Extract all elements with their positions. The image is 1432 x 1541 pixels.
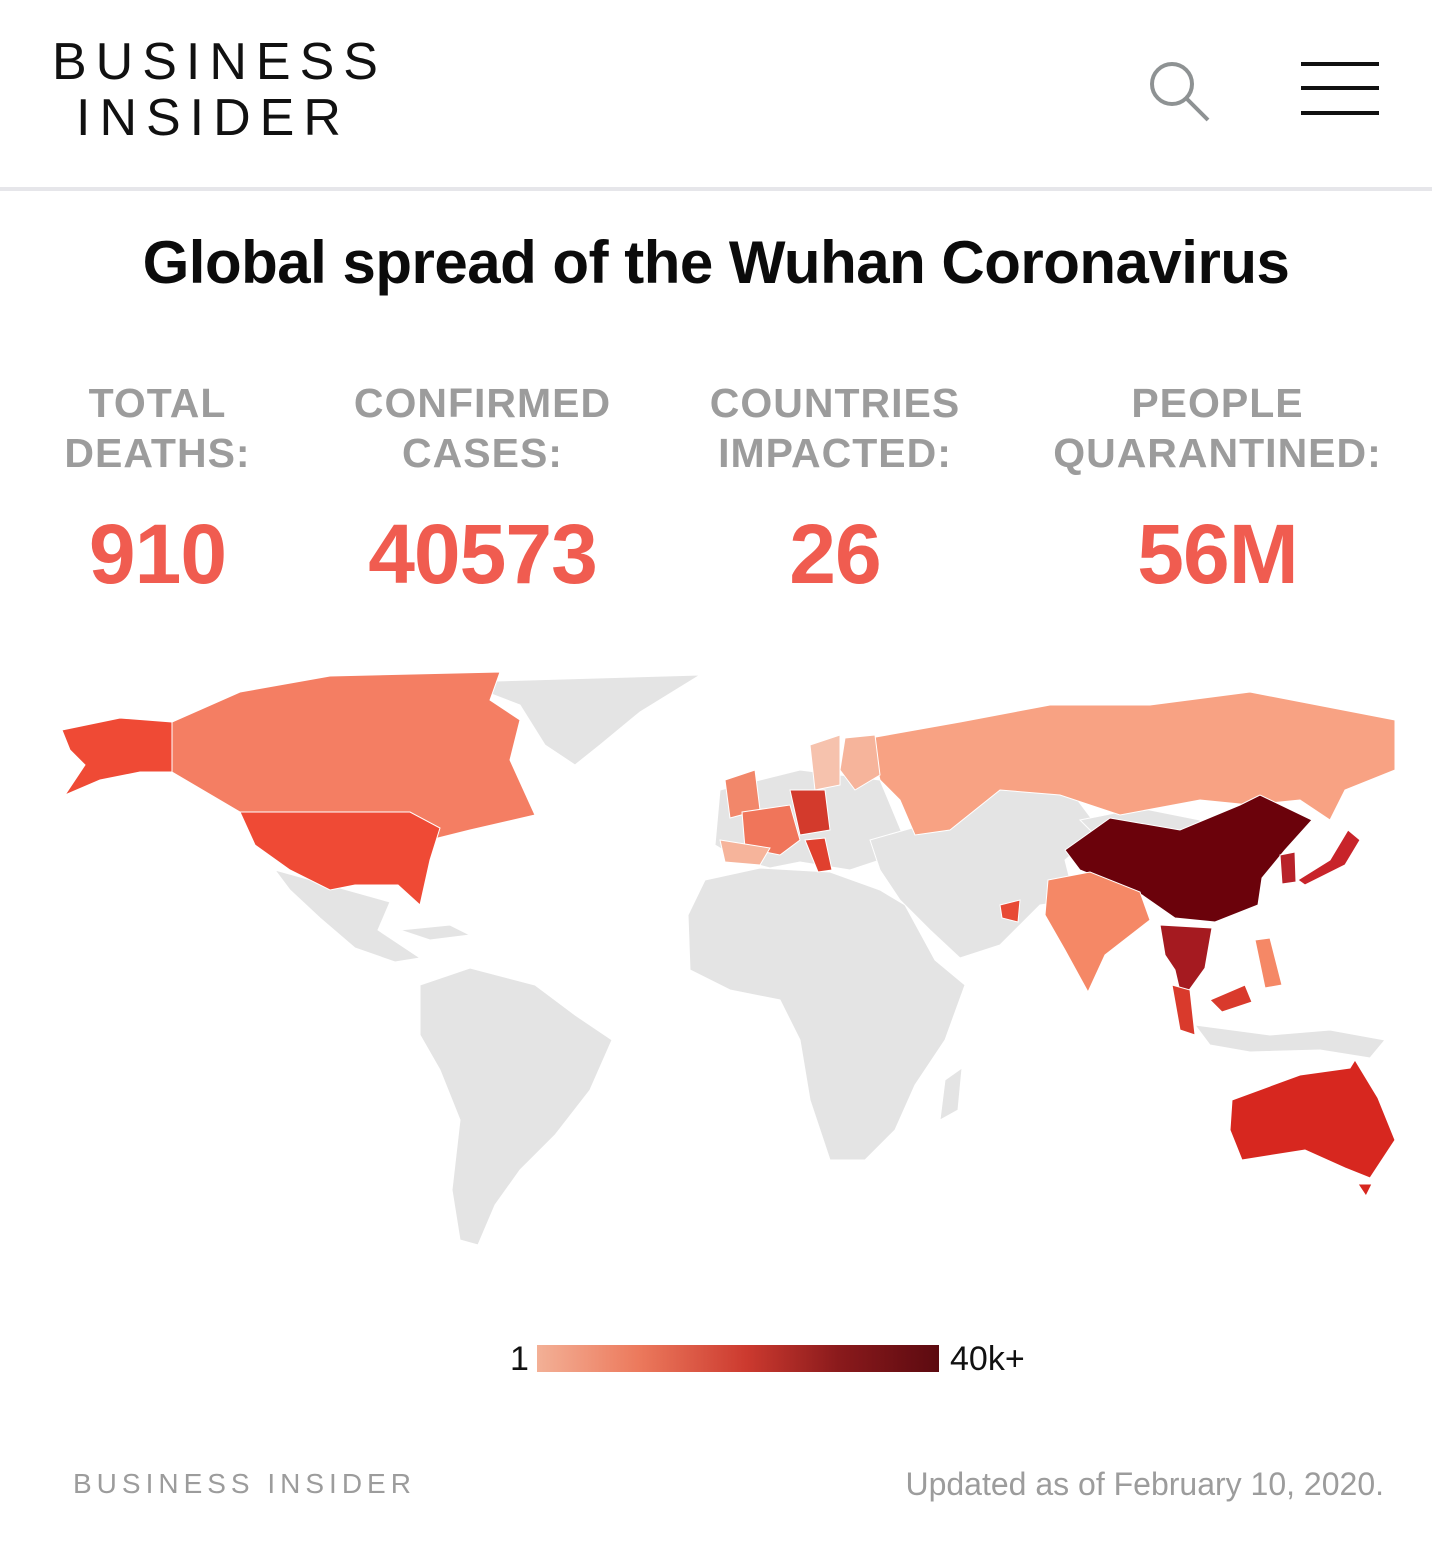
search-icon[interactable]	[1148, 60, 1210, 122]
stat-people-quarantined: PEOPLE QUARANTINED: 56M	[1030, 378, 1405, 603]
site-header: BUSINESS INSIDER	[0, 0, 1432, 191]
country-sweden	[809, 734, 841, 791]
stat-value: 26	[789, 507, 881, 601]
footer-logo: BUSINESS INSIDER	[73, 1468, 416, 1499]
business-insider-logo[interactable]: BUSINESS INSIDER	[52, 34, 387, 146]
legend-min-label: 1	[510, 1340, 529, 1378]
country-south-korea	[1279, 851, 1297, 885]
stat-label: COUNTRIES IMPACTED:	[709, 380, 961, 476]
country-alaska	[61, 717, 173, 797]
region-south-america	[419, 967, 613, 1246]
hamburger-menu-icon[interactable]	[1301, 62, 1379, 116]
country-germany	[789, 789, 831, 836]
country-malaysia	[1171, 984, 1196, 1036]
region-africa	[687, 867, 966, 1161]
country-uae	[999, 899, 1021, 923]
stat-countries-impacted: COUNTRIES IMPACTED: 26	[690, 378, 980, 603]
country-tasmania	[1357, 1183, 1373, 1197]
region-greenland	[459, 674, 702, 766]
stat-confirmed-cases: CONFIRMED CASES: 40573	[330, 378, 635, 603]
region-madagascar	[939, 1066, 963, 1121]
world-map	[61, 671, 1396, 1246]
updated-date: Updated as of February 10, 2020.	[905, 1466, 1384, 1502]
country-italy	[804, 837, 833, 873]
region-indonesia	[1193, 1024, 1386, 1059]
country-united-states	[239, 811, 441, 906]
country-spain	[719, 839, 771, 866]
stat-value: 910	[88, 507, 227, 601]
country-malaysia-borneo	[1209, 984, 1253, 1013]
country-china	[1064, 794, 1313, 923]
logo-line-2: INSIDER	[76, 89, 350, 147]
country-india	[1044, 871, 1151, 994]
country-finland	[839, 734, 881, 791]
page-title: Global spread of the Wuhan Coronavirus	[142, 229, 1290, 296]
stat-label: TOTAL DEATHS:	[64, 380, 251, 476]
stat-label: PEOPLE QUARANTINED:	[1053, 380, 1382, 476]
logo-line-1: BUSINESS	[52, 33, 387, 91]
region-mexico-central-america	[273, 869, 422, 963]
country-australia	[1229, 1059, 1396, 1179]
stat-value: 56M	[1137, 507, 1298, 601]
stat-label: CONFIRMED CASES:	[353, 380, 612, 476]
legend-max-label: 40k+	[950, 1340, 1025, 1378]
country-japan	[1297, 829, 1361, 886]
country-philippines	[1254, 937, 1283, 989]
stat-total-deaths: TOTAL DEATHS: 910	[40, 378, 275, 603]
region-caribbean	[399, 924, 472, 941]
country-france	[741, 804, 801, 856]
stat-value: 40573	[368, 507, 598, 601]
legend-gradient-bar	[537, 1345, 939, 1372]
